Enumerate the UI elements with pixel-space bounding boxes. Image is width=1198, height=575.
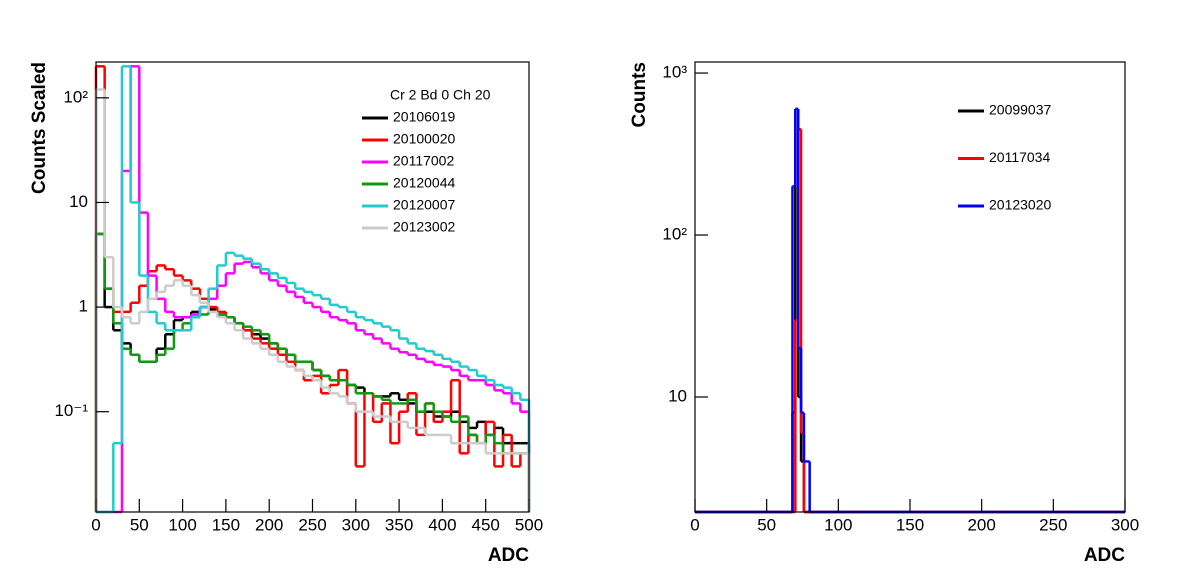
legend-label: 20117002: [393, 153, 454, 169]
x-tick-label: 500: [515, 515, 543, 534]
x-tick-label: 400: [428, 515, 456, 534]
x-axis-title: ADC: [1084, 545, 1125, 566]
legend-label: 20123020: [989, 197, 1052, 213]
step-connector: [120, 66, 531, 512]
legend-label: 20106019: [393, 109, 456, 125]
y-tick-label: 10³: [662, 63, 687, 82]
y-axis-title: Counts Scaled: [29, 62, 50, 194]
legend-label: 20099037: [989, 102, 1052, 118]
y-tick-label: 10²: [662, 225, 687, 244]
step-connector: [791, 108, 811, 512]
x-tick-label: 0: [91, 515, 100, 534]
legend-label: 20117034: [989, 149, 1050, 165]
step-connector: [94, 66, 531, 512]
legend-label: 20120007: [393, 197, 456, 213]
step-connector: [94, 89, 531, 512]
x-tick-label: 150: [212, 515, 240, 534]
x-tick-label: 150: [896, 515, 924, 534]
y-tick-label: 10²: [63, 87, 88, 106]
x-tick-label: 250: [1039, 515, 1067, 534]
step-connector: [794, 129, 806, 512]
plot: 0 50 100 150 200 250 300 10 10² 10³ Counts ADC 20099…: [629, 61, 1139, 566]
y-tick-label: 10: [668, 386, 687, 405]
y-tick-label: 1: [79, 297, 88, 316]
x-tick-label: 200: [255, 515, 283, 534]
x-tick-label: 200: [967, 515, 995, 534]
x-tick-label: 250: [298, 515, 326, 534]
x-tick-label: 50: [757, 515, 776, 534]
plot-frame: [694, 61, 1126, 513]
x-tick-label: 300: [342, 515, 370, 534]
y-tick-label: 10⁻¹: [54, 401, 88, 420]
legend-label: 20100020: [393, 131, 456, 147]
x-axis-title: ADC: [488, 545, 529, 566]
plot: 0 50 100 150 200 250 300 350 400 450 500 10⁻¹ 1 10 10²…: [29, 61, 543, 566]
plot-frame: [95, 61, 530, 513]
step-connector: [94, 233, 531, 512]
x-tick-label: 100: [824, 515, 852, 534]
x-tick-label: 450: [472, 515, 500, 534]
x-tick-label: 100: [168, 515, 196, 534]
step-connector: [112, 66, 531, 512]
step-connector: [791, 108, 806, 512]
x-tick-label: 50: [130, 515, 149, 534]
step-connector: [94, 233, 531, 512]
legend-label: 20120044: [393, 175, 456, 191]
legend-label: 20123002: [393, 219, 456, 235]
x-tick-label: 0: [690, 515, 699, 534]
y-axis-title: Counts: [629, 62, 650, 127]
x-tick-label: 300: [1111, 515, 1139, 534]
y-tick-label: 10: [69, 192, 88, 211]
x-tick-label: 350: [385, 515, 413, 534]
legend-title: Cr 2 Bd 0 Ch 20: [390, 87, 491, 103]
